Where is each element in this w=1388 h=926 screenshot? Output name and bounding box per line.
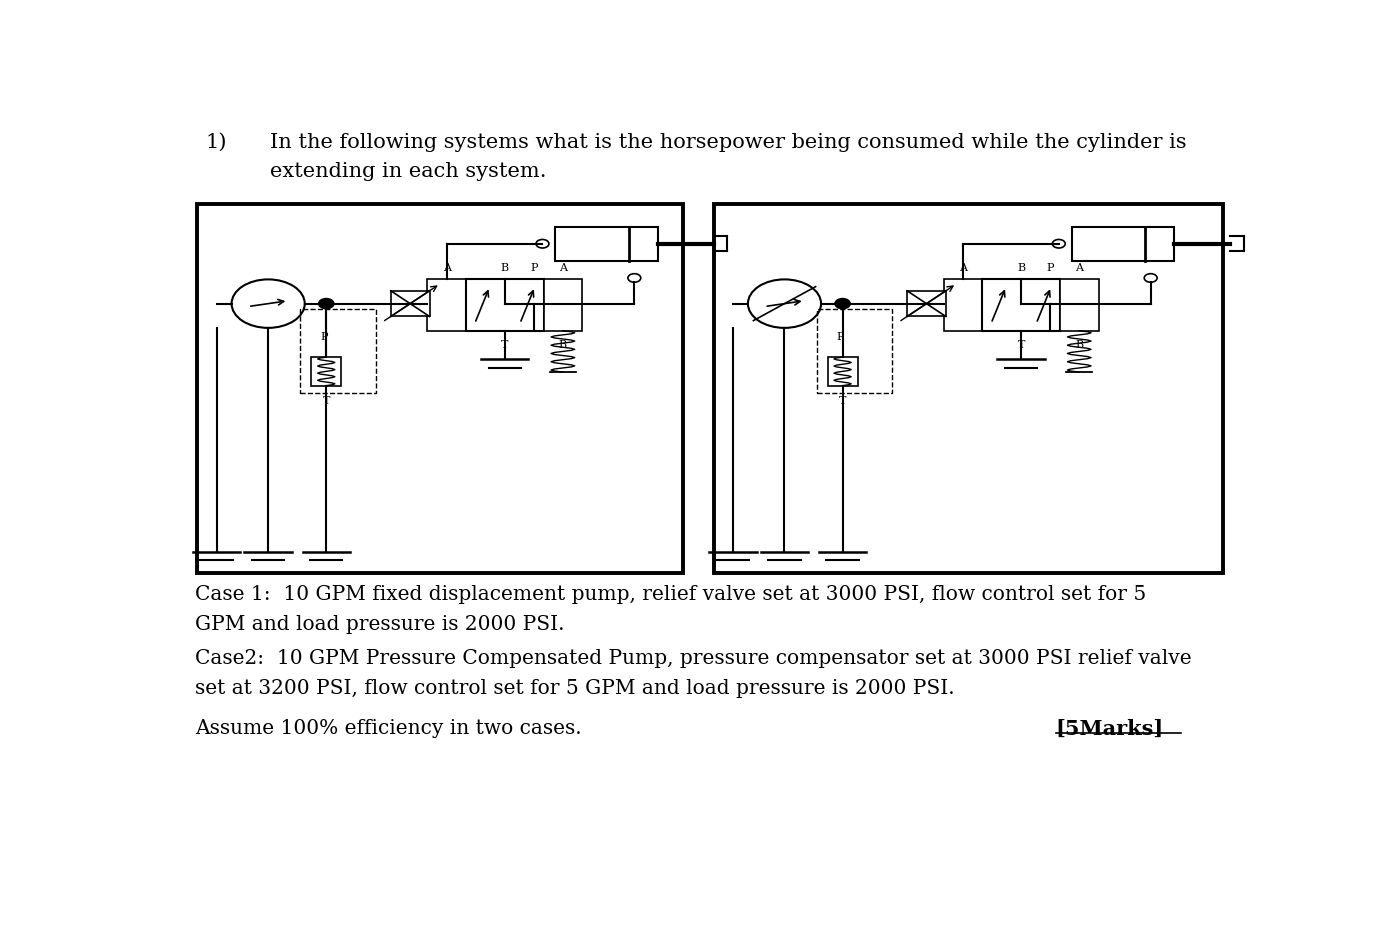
Circle shape xyxy=(319,299,333,308)
Bar xyxy=(908,291,945,317)
Text: A: A xyxy=(559,263,566,273)
Text: set at 3200 PSI, flow control set for 5 GPM and load pressure is 2000 PSI.: set at 3200 PSI, flow control set for 5 … xyxy=(194,680,955,698)
Circle shape xyxy=(536,240,548,248)
Text: B: B xyxy=(501,263,509,273)
Text: B: B xyxy=(559,340,566,350)
Text: GPM and load pressure is 2000 PSI.: GPM and load pressure is 2000 PSI. xyxy=(194,615,565,634)
Circle shape xyxy=(232,280,305,328)
Text: A: A xyxy=(443,263,451,273)
Circle shape xyxy=(627,274,641,282)
Text: 1): 1) xyxy=(205,132,228,152)
Bar xyxy=(466,280,544,331)
Text: B: B xyxy=(1017,263,1026,273)
Bar xyxy=(428,280,466,331)
Text: B: B xyxy=(1076,340,1083,350)
Bar xyxy=(827,357,858,385)
Bar xyxy=(713,204,1223,573)
Text: P: P xyxy=(1047,263,1055,273)
Bar xyxy=(1072,227,1174,261)
Bar xyxy=(944,280,983,331)
Text: [5Marks]: [5Marks] xyxy=(1055,719,1163,739)
Bar xyxy=(816,308,892,393)
Bar xyxy=(300,308,376,393)
Circle shape xyxy=(748,280,822,328)
Bar xyxy=(983,280,1060,331)
Bar xyxy=(555,227,658,261)
Text: A: A xyxy=(959,263,967,273)
Text: extending in each system.: extending in each system. xyxy=(271,162,547,181)
Text: Case 1:  10 GPM fixed displacement pump, relief valve set at 3000 PSI, flow cont: Case 1: 10 GPM fixed displacement pump, … xyxy=(194,585,1146,605)
Text: In the following systems what is the horsepower being consumed while the cylinde: In the following systems what is the hor… xyxy=(271,132,1187,152)
Bar xyxy=(1060,280,1099,331)
Text: P: P xyxy=(321,332,328,342)
Text: Assume 100% efficiency in two cases.: Assume 100% efficiency in two cases. xyxy=(194,719,582,738)
Text: T: T xyxy=(1017,340,1024,350)
Bar xyxy=(311,357,341,385)
Text: P: P xyxy=(530,263,539,273)
Bar xyxy=(544,280,582,331)
Text: T: T xyxy=(501,340,508,350)
Bar xyxy=(197,204,683,573)
Text: P: P xyxy=(837,332,844,342)
Circle shape xyxy=(1144,274,1158,282)
Text: Case2:  10 GPM Pressure Compensated Pump, pressure compensator set at 3000 PSI r: Case2: 10 GPM Pressure Compensated Pump,… xyxy=(194,649,1192,669)
Text: T: T xyxy=(322,396,330,407)
Text: A: A xyxy=(1076,263,1083,273)
Circle shape xyxy=(1052,240,1065,248)
Text: T: T xyxy=(838,396,847,407)
Circle shape xyxy=(836,299,849,308)
Bar xyxy=(391,291,429,317)
